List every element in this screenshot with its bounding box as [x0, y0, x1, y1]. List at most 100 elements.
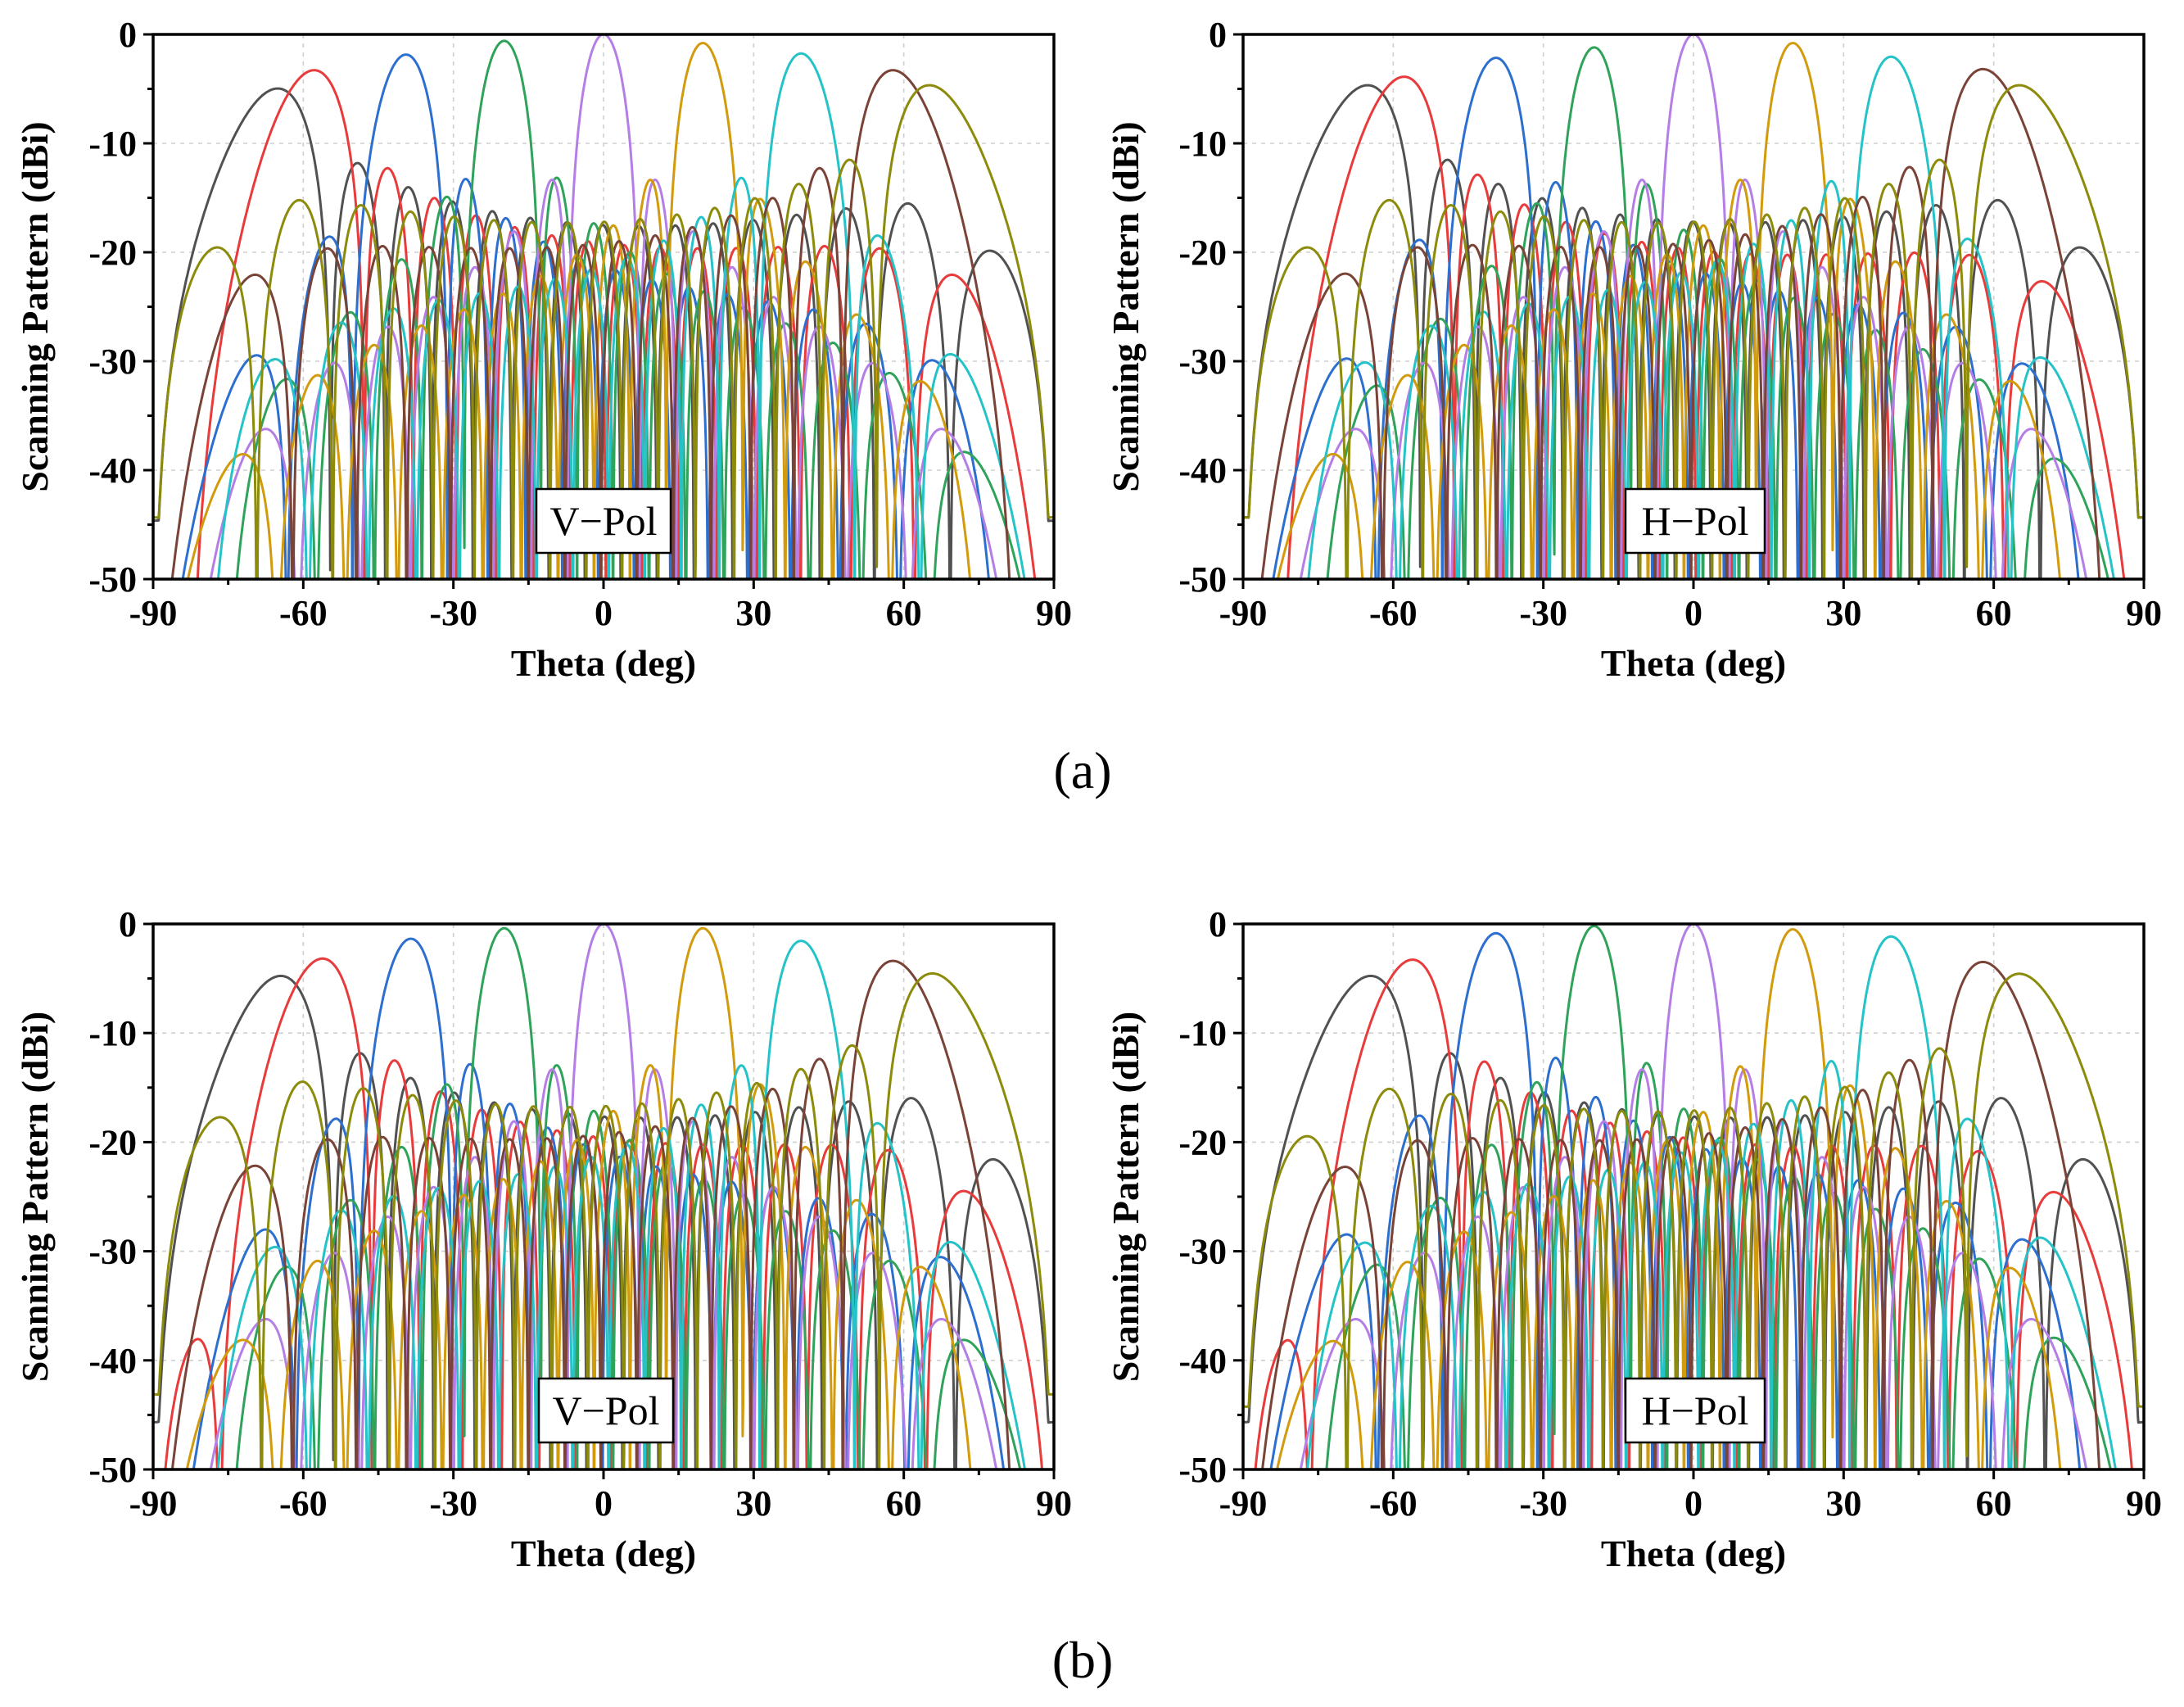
polarization-label: V−Pol: [552, 1388, 659, 1433]
series-line-scan--58: [164, 957, 1044, 1469]
chart-panel-2: -90 -60 -30 0 30 60 90 0 -10 -20 -30 -40 -50 Theta (d…: [1105, 15, 2162, 684]
polarization-label-box: [535, 487, 672, 555]
polarization-label: V−Pol: [549, 498, 657, 544]
x-axis-title: Theta (deg): [511, 642, 696, 684]
polarization-label-box: [1624, 1377, 1766, 1444]
x-tick-label: 60: [1976, 593, 2012, 633]
y-tick-label: -10: [1178, 1013, 1227, 1053]
x-tick-label: -30: [429, 593, 477, 633]
series-group: [153, 924, 1054, 1469]
polarization-label-box: [537, 1377, 675, 1444]
series-line-scan-71: [153, 972, 1054, 1469]
x-tick-label: 30: [735, 593, 771, 633]
series-line-scan-60: [170, 959, 1011, 1469]
y-tick-label: 0: [1209, 15, 1227, 55]
y-tick-label: -30: [1178, 342, 1227, 382]
chart-panel-4: -90 -60 -30 0 30 60 90 0 -10 -20 -30 -40 -50 Theta (d…: [1105, 904, 2162, 1574]
series-line-scan--70: [153, 87, 1054, 579]
y-tick-label: -20: [88, 233, 137, 273]
x-tick-label: 90: [1036, 593, 1072, 633]
x-axis-title: Theta (deg): [511, 1533, 696, 1574]
x-axis-title: Theta (deg): [1601, 642, 1786, 684]
series-line-scan--58: [1254, 958, 2133, 1469]
series-group: [1243, 34, 2144, 579]
y-tick-label: -50: [88, 559, 137, 600]
y-tick-label: -20: [1178, 233, 1227, 273]
x-tick-label: -90: [129, 1483, 178, 1524]
series-line-scan-60: [1260, 67, 2101, 579]
y-tick-label: 0: [1209, 904, 1227, 944]
series-line-scan--69: [1243, 974, 2144, 1469]
x-tick-label: -30: [1519, 593, 1567, 633]
x-tick-label: 30: [735, 1483, 771, 1524]
polarization-label: H−Pol: [1641, 498, 1748, 544]
y-tick-label: -30: [88, 342, 137, 382]
chart-panel-1: -90 -60 -30 0 30 60 90 0 -10 -20 -30 -40 -50 Theta (d…: [14, 15, 1072, 684]
chart-panel-3: -90 -60 -30 0 30 60 90 0 -10 -20 -30 -40 -50 Theta (d…: [14, 904, 1072, 1574]
caption-b: (b): [1052, 1631, 1114, 1689]
series-group: [1243, 924, 2144, 1469]
y-tick-label: -50: [88, 1450, 137, 1490]
series-line-scan-20: [1275, 928, 2062, 1469]
polarization-label: H−Pol: [1641, 1388, 1748, 1433]
series-line-scan-70: [1243, 84, 2144, 579]
series-line-scan-0: [1299, 924, 2088, 1469]
y-axis-title: Scanning Pattern (dBi): [14, 1012, 56, 1382]
y-tick-label: -40: [88, 1341, 137, 1381]
series-line-scan--69: [153, 974, 1054, 1469]
x-tick-label: -90: [129, 593, 178, 633]
series-line-scan-20: [1276, 42, 2061, 579]
y-tick-label: 0: [119, 904, 137, 944]
x-tick-label: -90: [1219, 1483, 1268, 1524]
y-tick-label: -50: [1178, 559, 1227, 600]
series-line-scan-70: [1243, 972, 2144, 1469]
series-line-scan-60: [1261, 960, 2101, 1469]
y-axis-title: Scanning Pattern (dBi): [1105, 1012, 1146, 1382]
y-tick-label: -20: [1178, 1122, 1227, 1162]
series-line-scan-40: [216, 940, 1027, 1469]
x-tick-label: 90: [2126, 593, 2162, 633]
x-tick-label: -30: [429, 1483, 477, 1524]
y-axis-title: Scanning Pattern (dBi): [14, 121, 56, 491]
x-tick-label: -60: [279, 593, 328, 633]
x-tick-label: 0: [1684, 593, 1702, 633]
y-tick-label: -10: [1178, 124, 1227, 164]
x-tick-label: 60: [1976, 1483, 2012, 1524]
series-line-scan-0: [209, 34, 998, 579]
y-tick-label: -40: [88, 451, 137, 491]
series-group: [153, 34, 1054, 579]
series-line-scan-70: [153, 84, 1054, 579]
y-tick-label: -10: [88, 1013, 137, 1053]
series-line-scan-60: [170, 69, 1011, 579]
caption-a: (a): [1053, 741, 1111, 799]
x-tick-label: -30: [1519, 1483, 1567, 1524]
x-tick-label: -60: [1369, 1483, 1418, 1524]
y-tick-label: -40: [1178, 1341, 1227, 1381]
x-tick-label: -60: [279, 1483, 328, 1524]
x-tick-label: 60: [886, 1483, 922, 1524]
series-line-scan-0: [209, 924, 998, 1469]
x-tick-label: -60: [1369, 593, 1418, 633]
x-tick-label: 30: [1825, 593, 1861, 633]
x-tick-label: 90: [2126, 1483, 2162, 1524]
x-tick-label: 0: [1684, 1483, 1702, 1524]
series-line-scan-40: [1306, 935, 2117, 1469]
x-tick-label: 90: [1036, 1483, 1072, 1524]
y-tick-label: -30: [1178, 1232, 1227, 1272]
y-tick-label: -50: [1178, 1450, 1227, 1490]
x-tick-label: 60: [886, 593, 922, 633]
x-tick-label: 30: [1825, 1483, 1861, 1524]
series-line-scan-20: [185, 926, 972, 1469]
series-line-scan-20: [186, 42, 971, 579]
x-tick-label: 0: [595, 593, 613, 633]
x-tick-label: -90: [1219, 593, 1268, 633]
y-tick-label: -30: [88, 1232, 137, 1272]
y-tick-label: -40: [1178, 451, 1227, 491]
y-tick-label: 0: [119, 15, 137, 55]
x-tick-label: 0: [595, 1483, 613, 1524]
y-tick-label: -20: [88, 1122, 137, 1162]
series-line-scan-40: [216, 52, 1026, 579]
x-axis-title: Theta (deg): [1601, 1533, 1786, 1574]
y-axis-title: Scanning Pattern (dBi): [1105, 121, 1146, 491]
